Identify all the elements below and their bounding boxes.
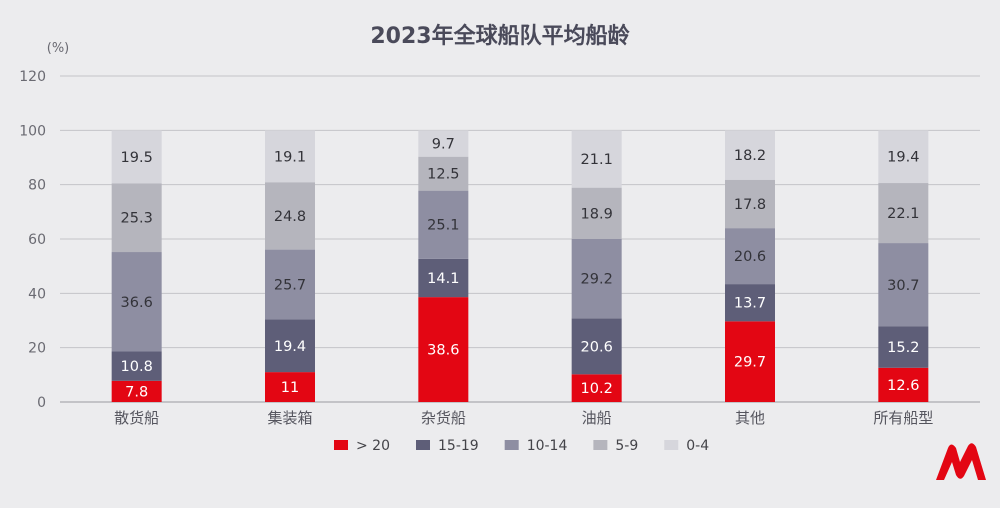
x-category-label: 集装箱 [267, 409, 312, 427]
bar-segment [878, 326, 929, 368]
legend-label: 0-4 [686, 438, 709, 454]
bar-segment [418, 258, 469, 298]
bar-segment [571, 374, 622, 402]
legend-swatch [664, 440, 679, 450]
bar-segment [571, 239, 622, 319]
bar-segment [725, 130, 775, 180]
data-label: 12.6 [887, 378, 919, 394]
chart-title: 2023年全球船队平均船龄 [370, 23, 630, 49]
bar-segment [571, 318, 622, 375]
bar-segment [265, 182, 315, 250]
data-label: 18.9 [581, 206, 613, 222]
data-label: 10.2 [581, 381, 613, 397]
bar-segment [878, 367, 929, 402]
brand-logo-mark [936, 443, 986, 480]
data-label: 19.4 [274, 339, 306, 355]
data-label: 12.5 [427, 167, 459, 183]
y-tick-label: 0 [37, 395, 46, 411]
legend: > 20 15-19 10-14 5-9 0-4 [334, 438, 709, 454]
data-label: 25.3 [121, 211, 153, 227]
legend-swatch [334, 440, 348, 450]
data-label: 30.7 [887, 278, 919, 294]
legend-label: 5-9 [615, 438, 638, 454]
x-category-label: 其他 [735, 409, 765, 427]
bars [111, 130, 929, 402]
data-labels: 7.8 10.8 36.6 25.3 19.5 11 19.4 25.7 24.8 19.1 38.… [121, 137, 920, 401]
bar-segment [878, 243, 929, 327]
bar-segment [571, 187, 622, 239]
bar-segment [418, 297, 469, 402]
y-axis-ticks: 0 20 40 60 80 100 120 [19, 69, 46, 411]
bar-segment [111, 252, 162, 352]
data-label: 29.7 [734, 355, 766, 371]
bar-segment [418, 190, 469, 259]
gridlines [60, 75, 980, 403]
bar-segment [725, 179, 775, 229]
legend-label: 10-14 [527, 438, 568, 454]
data-label: 18.2 [734, 148, 766, 164]
data-label: 22.1 [887, 206, 919, 222]
bar-segment [111, 380, 162, 402]
brand-logo [936, 443, 986, 480]
data-label: 24.8 [274, 209, 306, 225]
bar-segment [111, 183, 162, 253]
x-category-label: 所有船型 [873, 409, 933, 427]
bar-segment [111, 130, 162, 184]
bar-segment [725, 284, 775, 322]
y-tick-label: 20 [28, 341, 46, 357]
legend-swatch [504, 440, 519, 450]
x-axis-categories: 散货船 集装箱 杂货船 油船 其他 所有船型 [114, 409, 933, 427]
data-label: 11 [281, 380, 299, 396]
data-label: 17.8 [734, 197, 766, 213]
data-label: 38.6 [427, 343, 459, 359]
y-tick-label: 120 [19, 69, 46, 85]
data-label: 20.6 [734, 249, 766, 265]
y-tick-label: 80 [28, 178, 46, 194]
data-label: 25.1 [427, 218, 459, 234]
data-label: 29.2 [581, 272, 613, 288]
legend-swatch [593, 440, 608, 450]
x-category-label: 杂货船 [421, 409, 466, 427]
bar-segment [265, 319, 315, 373]
bar-segment [725, 321, 775, 402]
bar-segment [111, 351, 162, 381]
bar-segment [878, 183, 929, 244]
data-label: 19.5 [121, 150, 153, 166]
data-label: 14.1 [427, 271, 459, 287]
data-label: 10.8 [121, 359, 153, 375]
data-label: 7.8 [125, 384, 148, 400]
bar-segment [265, 249, 315, 320]
bar-segment [878, 130, 929, 184]
data-label: 20.6 [581, 339, 613, 355]
data-label: 19.1 [274, 149, 306, 165]
legend-label: > 20 [356, 438, 390, 454]
x-category-label: 散货船 [114, 409, 159, 427]
data-label: 15.2 [887, 340, 919, 356]
data-label: 25.7 [274, 278, 306, 294]
y-tick-label: 40 [28, 286, 46, 302]
bar-segment [418, 130, 469, 157]
legend-label: 15-19 [438, 438, 479, 454]
y-tick-label: 60 [28, 232, 46, 248]
bar-segment [418, 156, 469, 191]
y-tick-label: 100 [19, 123, 46, 139]
bar-segment [571, 130, 622, 188]
data-label: 21.1 [581, 152, 613, 168]
data-label: 36.6 [121, 295, 153, 311]
data-label: 19.4 [887, 150, 919, 166]
x-category-label: 油船 [582, 409, 612, 427]
bar-segment [265, 372, 315, 402]
bar-segment [265, 130, 315, 183]
data-label: 9.7 [432, 137, 455, 153]
data-label: 13.7 [734, 296, 766, 312]
bar-segment [725, 228, 775, 285]
legend-swatch [416, 440, 430, 450]
y-axis-unit: (%) [47, 41, 70, 56]
